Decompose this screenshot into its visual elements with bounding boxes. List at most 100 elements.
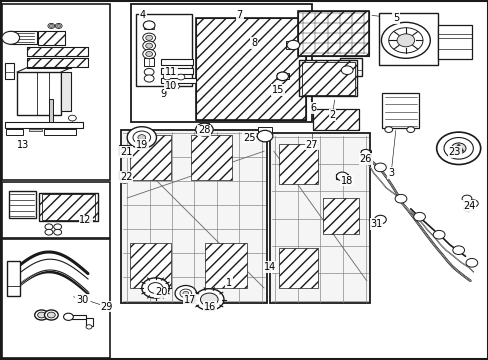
Circle shape (144, 68, 154, 76)
Circle shape (200, 293, 218, 306)
Bar (278, 144, 317, 184)
Bar (205, 243, 246, 288)
Bar (195, 18, 305, 120)
Circle shape (195, 123, 213, 136)
Text: 26: 26 (359, 154, 371, 164)
Bar (298, 11, 368, 56)
Bar (17, 72, 61, 115)
Circle shape (183, 291, 188, 296)
Bar (119, 171, 128, 179)
Text: 27: 27 (305, 140, 318, 150)
Bar (6, 129, 23, 135)
Bar (2, 182, 110, 238)
Bar (382, 93, 418, 128)
Bar (276, 73, 288, 79)
Bar (9, 191, 36, 218)
Text: 9: 9 (161, 89, 166, 99)
Circle shape (381, 22, 429, 58)
Polygon shape (453, 144, 463, 151)
Bar (39, 193, 98, 221)
Circle shape (68, 115, 76, 121)
Bar (129, 243, 171, 288)
Bar (360, 150, 370, 156)
Circle shape (145, 35, 152, 40)
Bar (10, 31, 37, 44)
Bar (278, 248, 317, 288)
Text: 22: 22 (120, 172, 132, 182)
Bar (312, 109, 359, 130)
Bar (129, 135, 171, 180)
Text: 28: 28 (198, 125, 210, 135)
Circle shape (57, 24, 61, 27)
Bar (5, 122, 83, 128)
Bar (121, 130, 266, 303)
Circle shape (48, 23, 55, 28)
Text: 25: 25 (243, 132, 255, 143)
Bar (190, 135, 232, 180)
Bar (378, 13, 437, 65)
Bar (27, 58, 88, 67)
Text: 16: 16 (203, 302, 216, 312)
Circle shape (336, 172, 347, 181)
Text: 17: 17 (183, 294, 196, 305)
Circle shape (63, 313, 73, 320)
Circle shape (47, 312, 55, 318)
Circle shape (133, 131, 150, 144)
Text: 14: 14 (263, 262, 276, 272)
Text: 15: 15 (271, 85, 284, 95)
Bar (85, 318, 93, 326)
Circle shape (360, 149, 370, 157)
Circle shape (396, 34, 414, 47)
Bar (144, 58, 154, 66)
Bar (144, 26, 154, 29)
Bar (131, 4, 311, 122)
Circle shape (443, 138, 472, 159)
Bar (119, 145, 128, 154)
Bar (269, 133, 369, 303)
Bar (49, 99, 53, 122)
Text: 4: 4 (140, 10, 145, 20)
Circle shape (388, 28, 422, 53)
Circle shape (276, 72, 288, 81)
Bar (299, 60, 356, 96)
Bar (336, 174, 347, 179)
Text: 7: 7 (236, 10, 242, 20)
Circle shape (384, 127, 392, 132)
Circle shape (432, 230, 444, 239)
Bar (161, 78, 195, 83)
Circle shape (45, 224, 53, 230)
Circle shape (127, 127, 156, 148)
Text: 20: 20 (155, 287, 167, 297)
Text: 5: 5 (392, 13, 398, 23)
Circle shape (144, 75, 154, 82)
Circle shape (450, 143, 465, 154)
Bar (299, 60, 356, 96)
Bar (298, 11, 368, 56)
Circle shape (2, 31, 20, 44)
Text: 3: 3 (387, 168, 393, 178)
Circle shape (413, 212, 425, 221)
Circle shape (145, 51, 152, 57)
Circle shape (54, 224, 61, 230)
Circle shape (406, 127, 414, 132)
Circle shape (120, 177, 129, 183)
Text: 8: 8 (251, 38, 257, 48)
Circle shape (49, 24, 53, 27)
Text: 6: 6 (309, 103, 315, 113)
Circle shape (394, 194, 406, 203)
Text: 24: 24 (462, 201, 475, 211)
Bar (27, 58, 88, 67)
Bar (285, 41, 294, 49)
Bar (61, 72, 71, 111)
Text: 19: 19 (135, 140, 148, 150)
Circle shape (38, 312, 45, 318)
Circle shape (194, 289, 224, 310)
Circle shape (180, 289, 191, 298)
Circle shape (163, 74, 171, 80)
Circle shape (436, 132, 480, 165)
Bar (322, 198, 359, 234)
Bar (27, 47, 88, 56)
Circle shape (138, 135, 145, 140)
Bar (7, 261, 20, 296)
Bar (301, 62, 354, 95)
